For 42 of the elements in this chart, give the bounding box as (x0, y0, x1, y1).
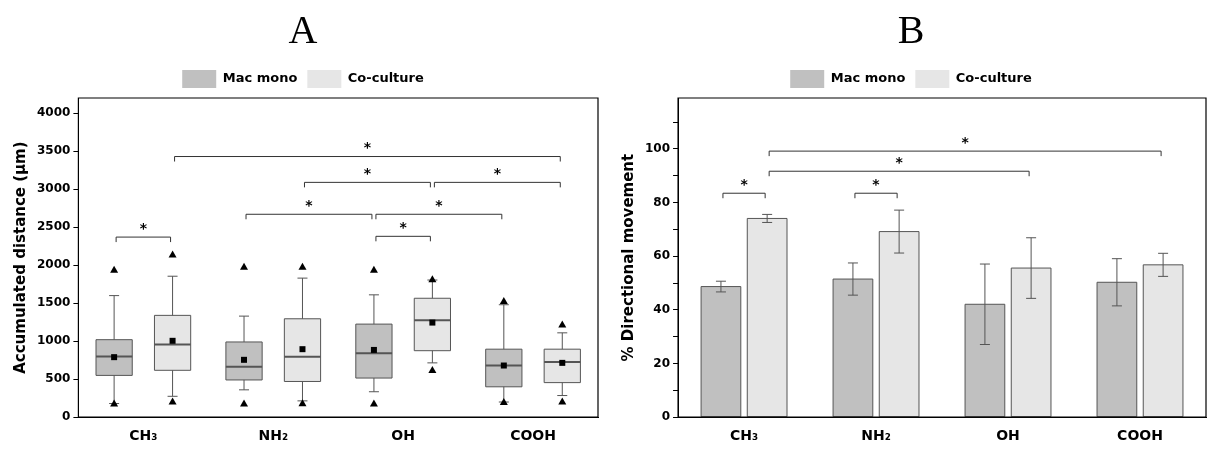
annotation: * (435, 196, 444, 213)
y-tick-label: 1000 (36, 333, 71, 348)
annotation: * (895, 153, 904, 170)
y-tick-label: 500 (45, 371, 71, 386)
y-tick-label: 0 (661, 409, 671, 424)
x-tick-label: COOH (1117, 427, 1163, 444)
y-tick-label: 0 (62, 409, 71, 424)
legend-label: Co-culture (955, 70, 1032, 86)
legend-label: Mac mono (222, 70, 298, 86)
annotation: * (363, 139, 372, 156)
y-tick-label: 2000 (36, 257, 71, 272)
legend-label: Co-culture (347, 70, 424, 86)
x-tick-label: NH₂ (258, 427, 289, 444)
chart-title: B (897, 6, 925, 52)
y-axis-title: % Directional movement (618, 153, 637, 362)
annotation: * (363, 165, 372, 181)
y-tick-label: 3000 (36, 181, 71, 196)
x-tick-label: COOH (510, 427, 556, 444)
x-tick-label: CH₃ (729, 427, 759, 444)
x-tick-label: OH (391, 427, 415, 444)
annotation: * (399, 218, 408, 235)
y-tick-label: 4000 (36, 105, 71, 120)
chart-title: A (288, 6, 318, 52)
x-tick-label: OH (996, 427, 1020, 444)
y-tick-label: 80 (653, 194, 671, 209)
y-tick-label: 2500 (36, 219, 71, 234)
y-tick-label: 100 (644, 141, 671, 156)
y-axis-title: Accumulated distance (μm) (10, 141, 29, 374)
x-tick-label: CH₃ (129, 427, 158, 444)
y-tick-label: 40 (653, 302, 671, 317)
legend-label: Mac mono (830, 70, 906, 86)
annotation: * (139, 219, 148, 236)
annotation: * (961, 133, 970, 150)
y-tick-label: 1500 (36, 295, 71, 310)
annotation: * (493, 165, 502, 181)
y-tick-label: 60 (653, 248, 671, 263)
x-tick-label: NH₂ (861, 427, 891, 444)
y-tick-label: 3500 (36, 143, 71, 158)
annotation: * (872, 175, 881, 192)
annotation: * (740, 175, 749, 192)
y-tick-label: 20 (653, 355, 671, 370)
annotation: * (305, 196, 314, 213)
